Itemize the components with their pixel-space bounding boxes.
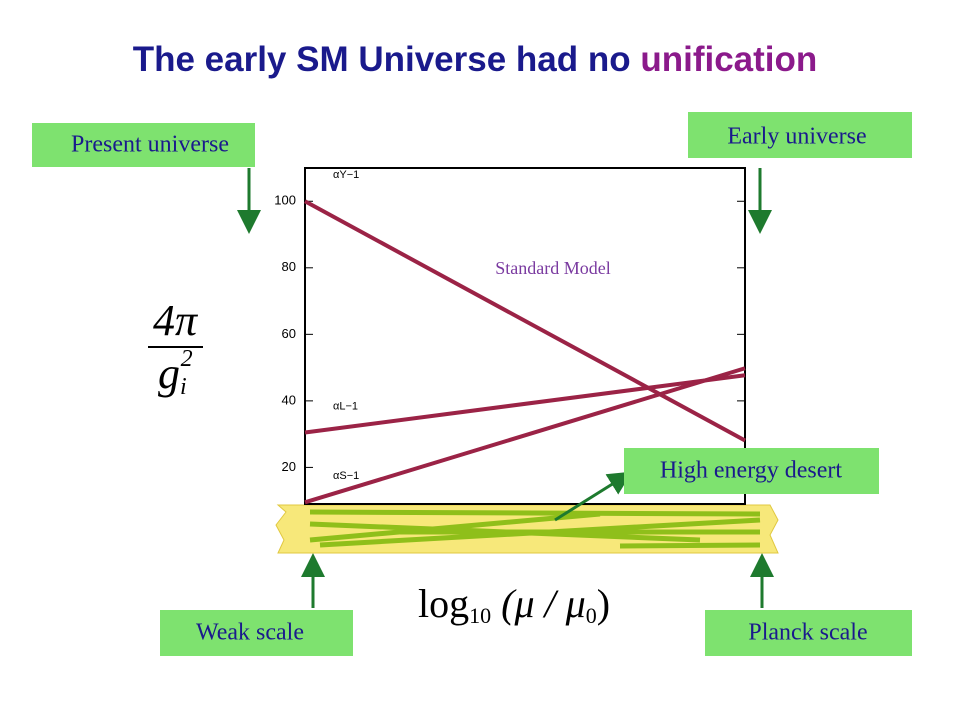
y-tick-label: 80 bbox=[282, 259, 296, 274]
annotation: Standard Model bbox=[495, 258, 610, 278]
series-line bbox=[304, 199, 746, 443]
weak-label: Weak scale bbox=[196, 620, 304, 646]
series-label: αY−1 bbox=[333, 169, 359, 181]
y-axis-numerator: 4π bbox=[153, 296, 199, 345]
desert-box bbox=[624, 448, 879, 494]
title-main: The early SM Universe had no bbox=[133, 40, 641, 79]
y-tick-label: 20 bbox=[282, 459, 296, 474]
present-box bbox=[32, 123, 255, 167]
plot: 20 40 60 80 100 αY−1 αL−1 αS−1 bbox=[274, 169, 746, 505]
series-label: αL−1 bbox=[333, 400, 358, 412]
planck-label: Planck scale bbox=[748, 620, 867, 646]
y-tick-label: 40 bbox=[282, 392, 296, 407]
y-axis-denominator: gi2 bbox=[158, 346, 193, 400]
y-axis-sub: i bbox=[180, 374, 187, 400]
slide-title: The early SM Universe had no unification bbox=[133, 40, 818, 79]
y-axis-g: g bbox=[158, 349, 180, 398]
x-close: ) bbox=[597, 581, 610, 626]
series-line bbox=[304, 373, 746, 435]
arrow bbox=[554, 471, 633, 522]
desert-label: High energy desert bbox=[660, 458, 843, 484]
series-line bbox=[304, 366, 746, 505]
desert-band bbox=[275, 504, 779, 554]
weak-box bbox=[160, 610, 353, 656]
x-zero: 0 bbox=[586, 603, 597, 628]
x-rest: (μ / μ bbox=[491, 581, 586, 626]
plot-frame bbox=[304, 167, 746, 505]
y-tick-label: 60 bbox=[282, 326, 296, 341]
y-tick-label: 100 bbox=[274, 193, 296, 208]
early-label: Early universe bbox=[727, 124, 866, 150]
planck-box bbox=[705, 610, 912, 656]
x-axis-label: log10 (μ / μ0) bbox=[418, 581, 610, 628]
title-highlight: unification bbox=[640, 40, 817, 79]
series-label: αS−1 bbox=[333, 470, 359, 482]
x-base: 10 bbox=[469, 603, 491, 628]
early-box bbox=[688, 112, 912, 158]
x-log: log bbox=[418, 581, 469, 626]
y-axis-sup: 2 bbox=[181, 346, 193, 372]
present-label: Present universe bbox=[71, 132, 229, 158]
